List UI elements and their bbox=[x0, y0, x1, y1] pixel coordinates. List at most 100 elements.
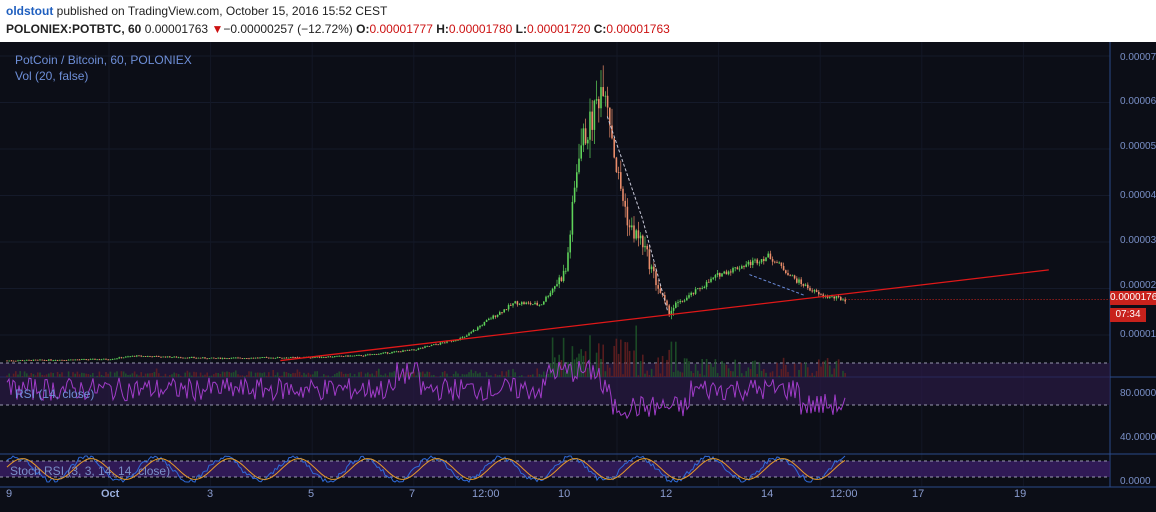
volume-bar bbox=[23, 371, 26, 377]
volume-bar bbox=[186, 370, 189, 377]
volume-bar bbox=[716, 373, 719, 377]
candle-body bbox=[347, 355, 349, 357]
volume-bar bbox=[587, 367, 589, 377]
candle-body bbox=[602, 87, 604, 97]
volume-bar bbox=[261, 373, 263, 377]
volume-bar bbox=[672, 372, 675, 377]
candle-body bbox=[109, 359, 112, 361]
volume-bar bbox=[727, 368, 730, 377]
candle-body bbox=[103, 358, 105, 360]
candle-body bbox=[800, 279, 802, 285]
candle-body bbox=[422, 347, 424, 349]
candle-body bbox=[274, 358, 277, 359]
candle-body bbox=[74, 359, 76, 361]
candle-body bbox=[111, 359, 114, 360]
candle-body bbox=[417, 348, 420, 350]
candle-body bbox=[173, 356, 175, 358]
candle-body bbox=[604, 95, 607, 97]
volume-bar bbox=[140, 372, 142, 377]
candle-body bbox=[536, 302, 538, 306]
stoch-axis-tick: 0.0000 bbox=[1120, 476, 1151, 487]
candle-body bbox=[151, 356, 153, 358]
volume-bar bbox=[78, 374, 81, 377]
volume-bar bbox=[406, 372, 409, 377]
candle-body bbox=[591, 111, 593, 130]
candle-body bbox=[835, 296, 838, 299]
volume-bar bbox=[373, 375, 376, 377]
chart-area[interactable]: PotCoin / Bitcoin, 60, POLONIEX Vol (20,… bbox=[0, 42, 1156, 512]
volume-bar bbox=[364, 373, 367, 377]
volume-title: Vol (20, false) bbox=[15, 69, 89, 83]
candle-body bbox=[290, 357, 292, 358]
candle-body bbox=[683, 300, 686, 302]
chart-canvas[interactable] bbox=[0, 42, 1156, 512]
volume-bar bbox=[81, 372, 83, 377]
candle-body bbox=[510, 304, 512, 306]
candle-body bbox=[820, 294, 822, 296]
volume-bar bbox=[239, 375, 241, 377]
candle-body bbox=[59, 359, 61, 361]
candle-body bbox=[807, 284, 809, 288]
high-value: 0.00001780 bbox=[448, 22, 513, 36]
volume-bar bbox=[809, 375, 811, 377]
candle-body bbox=[180, 357, 182, 359]
candle-body bbox=[8, 360, 10, 362]
volume-bar bbox=[776, 362, 778, 377]
candle-body bbox=[507, 304, 510, 310]
volume-bar bbox=[655, 363, 657, 377]
main-pane-title: PotCoin / Bitcoin, 60, POLONIEX bbox=[15, 53, 192, 67]
volume-bar bbox=[439, 375, 442, 377]
candle-body bbox=[81, 359, 83, 360]
candle-body bbox=[122, 357, 125, 359]
candle-body bbox=[769, 253, 772, 260]
candle-body bbox=[224, 358, 226, 359]
candle-body bbox=[371, 354, 373, 356]
time-axis-tick: 19 bbox=[1014, 488, 1027, 500]
candle-body bbox=[162, 356, 164, 358]
volume-bar bbox=[177, 374, 180, 377]
candle-body bbox=[778, 262, 780, 264]
volume-bar bbox=[76, 371, 79, 377]
candle-body bbox=[796, 278, 798, 283]
candle-body bbox=[67, 359, 70, 361]
candle-body bbox=[202, 357, 204, 359]
candle-body bbox=[721, 273, 723, 277]
time-axis-tick: 12:00 bbox=[830, 488, 858, 500]
stoch-k-line bbox=[6, 455, 846, 483]
author-link[interactable]: oldstout bbox=[6, 4, 54, 18]
candle-body bbox=[813, 290, 816, 292]
volume-bar bbox=[417, 372, 420, 377]
volume-bar bbox=[149, 373, 151, 377]
candle-body bbox=[160, 356, 162, 358]
candle-body bbox=[842, 299, 844, 301]
volume-bar bbox=[131, 373, 134, 377]
candle-body bbox=[767, 253, 769, 258]
candle-body bbox=[50, 359, 52, 361]
volume-bar bbox=[213, 374, 215, 377]
candle-body bbox=[620, 172, 622, 189]
candle-body bbox=[76, 359, 79, 361]
volume-bar bbox=[41, 374, 43, 377]
volume-bar bbox=[391, 372, 393, 377]
volume-bar bbox=[248, 371, 250, 377]
candle-body bbox=[239, 357, 241, 359]
candle-body bbox=[12, 360, 15, 362]
volume-bar bbox=[252, 376, 255, 377]
price-axis-tick: 0.00006000 bbox=[1120, 96, 1156, 107]
volume-bar bbox=[303, 372, 305, 377]
candle-body bbox=[736, 267, 739, 270]
volume-bar bbox=[637, 375, 640, 377]
candle-body bbox=[745, 264, 747, 267]
candle-body bbox=[642, 235, 644, 248]
volume-bar bbox=[798, 369, 800, 377]
candle-body bbox=[281, 357, 283, 359]
candle-body bbox=[659, 288, 662, 293]
volume-bar bbox=[646, 370, 648, 377]
volume-bar bbox=[345, 373, 347, 377]
candle-body bbox=[21, 360, 24, 362]
volume-bar bbox=[232, 372, 235, 377]
volume-bar bbox=[292, 372, 294, 377]
candle-body bbox=[664, 295, 666, 301]
volume-bar bbox=[789, 376, 791, 377]
volume-bar bbox=[224, 372, 226, 377]
